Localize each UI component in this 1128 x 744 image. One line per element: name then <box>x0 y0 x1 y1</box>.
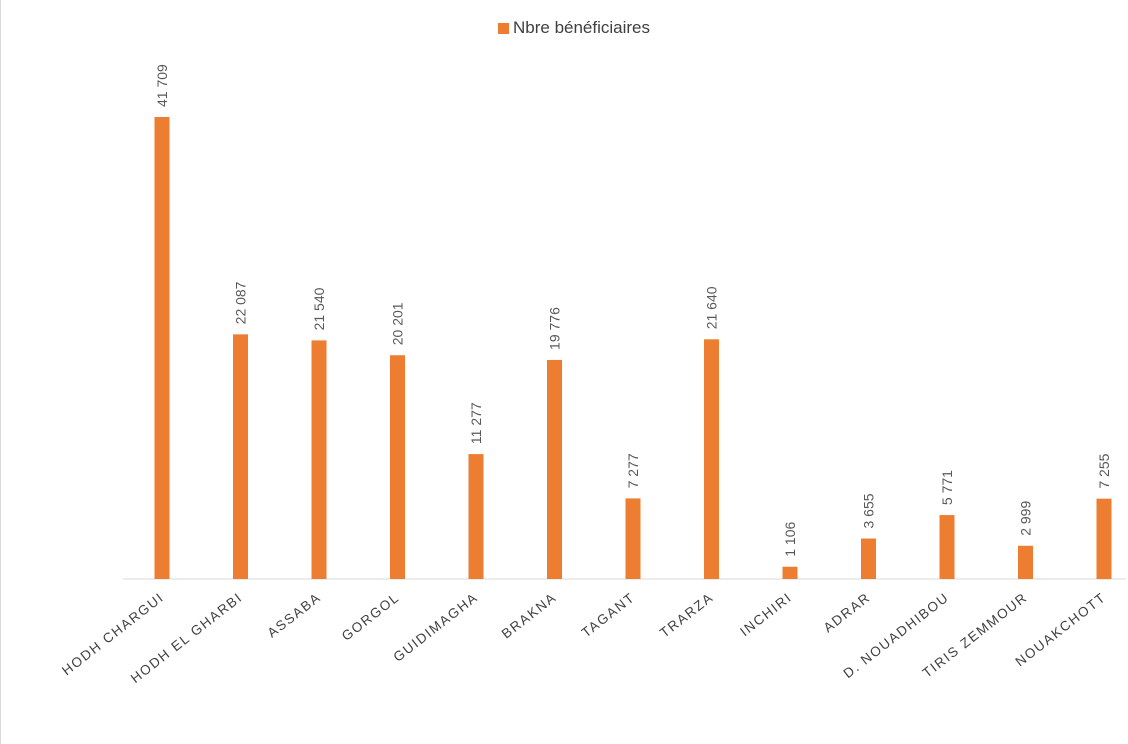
category-label: INCHIRI <box>737 590 795 640</box>
data-label: 7 255 <box>1096 453 1112 488</box>
bar-hodh-el-gharbi <box>233 334 248 579</box>
legend-swatch <box>498 22 509 34</box>
bar-hodh-chargui <box>154 117 170 579</box>
data-label: 21 640 <box>704 286 720 329</box>
category-label: ASSABA <box>264 590 323 641</box>
data-label: 5 771 <box>939 470 955 505</box>
data-label: 2 999 <box>1018 501 1034 536</box>
bar-tiris-zemmour <box>1018 545 1033 579</box>
bar-d-nouadhibou <box>939 515 955 579</box>
data-label: 22 087 <box>233 281 249 324</box>
category-label: GUIDIMAGHA <box>390 590 480 665</box>
data-label: 7 277 <box>625 453 641 488</box>
bar-tagant <box>625 498 641 579</box>
data-label: 1 106 <box>782 522 798 557</box>
bar-inchiri <box>782 566 798 579</box>
bar-gorgol <box>390 355 405 579</box>
data-label: 21 540 <box>311 287 327 330</box>
data-label: 3 655 <box>861 493 877 528</box>
category-label: TRARZA <box>657 590 716 641</box>
bar-nouakchott <box>1096 498 1112 579</box>
category-label: TAGANT <box>579 590 638 641</box>
category-label: BRAKNA <box>499 590 560 642</box>
category-label: ADRAR <box>821 590 874 636</box>
bar-trarza <box>704 339 719 579</box>
data-label: 20 201 <box>390 302 406 345</box>
bar-brakna <box>547 359 562 579</box>
category-label: GORGOL <box>339 590 403 644</box>
bar-guidimagha <box>468 454 484 579</box>
bar-assaba <box>311 340 327 579</box>
data-label: 41 709 <box>154 64 170 107</box>
legend: Nbre bénéficiaires <box>498 18 650 38</box>
legend-label: Nbre bénéficiaires <box>513 18 651 37</box>
bar-adrar <box>861 538 876 579</box>
data-label: 11 277 <box>468 402 484 444</box>
data-label: 19 776 <box>547 307 563 350</box>
